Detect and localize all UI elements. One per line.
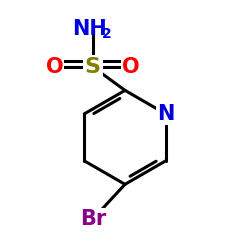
Text: O: O [46, 57, 63, 77]
Text: NH: NH [72, 18, 106, 38]
Text: S: S [85, 57, 101, 77]
Text: 2: 2 [102, 27, 111, 41]
Text: O: O [122, 57, 140, 77]
Text: N: N [157, 104, 174, 124]
Text: Br: Br [80, 209, 106, 229]
